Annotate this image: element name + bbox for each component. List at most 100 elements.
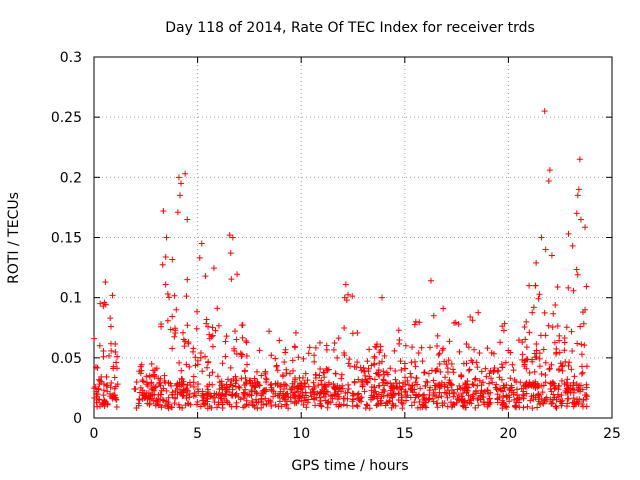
data-point <box>268 402 275 409</box>
data-point <box>222 338 229 345</box>
data-point <box>272 355 279 362</box>
data-point <box>450 366 457 373</box>
data-point <box>531 381 538 388</box>
data-point <box>519 339 526 346</box>
data-point <box>206 372 213 379</box>
data-point <box>156 379 163 386</box>
data-point <box>461 397 468 404</box>
data-point <box>573 210 580 217</box>
data-point <box>267 397 274 404</box>
data-point <box>258 404 265 411</box>
data-point <box>163 234 170 241</box>
data-point <box>167 380 174 387</box>
data-point <box>517 379 524 386</box>
data-point <box>498 376 505 383</box>
data-point <box>316 339 323 346</box>
data-point <box>435 394 442 401</box>
data-point <box>469 381 476 388</box>
data-point <box>533 259 540 266</box>
data-point <box>457 385 464 392</box>
data-point <box>209 343 216 350</box>
data-point <box>157 375 164 382</box>
data-point <box>190 345 197 352</box>
data-point <box>229 386 236 393</box>
data-point <box>548 361 555 368</box>
data-point <box>536 355 543 362</box>
data-point <box>341 350 348 357</box>
data-point <box>173 306 180 313</box>
data-point <box>583 403 590 410</box>
data-point <box>330 346 337 353</box>
data-point <box>578 341 585 348</box>
data-point <box>226 232 233 239</box>
data-point <box>430 398 437 405</box>
data-point <box>459 384 466 391</box>
data-point <box>143 373 150 380</box>
data-point <box>524 403 531 410</box>
data-point <box>428 277 435 284</box>
data-point <box>574 396 581 403</box>
data-point <box>351 378 358 385</box>
data-point <box>110 393 117 400</box>
data-point <box>148 379 155 386</box>
data-point <box>152 366 159 373</box>
data-point <box>239 334 246 341</box>
data-point <box>172 327 179 334</box>
data-point <box>389 400 396 407</box>
data-point <box>368 392 375 399</box>
data-point <box>486 380 493 387</box>
data-point <box>579 369 586 376</box>
data-point <box>565 385 572 392</box>
data-point <box>565 362 572 369</box>
data-point <box>450 369 457 376</box>
data-point <box>478 368 485 375</box>
data-point <box>444 384 451 391</box>
data-point <box>275 403 282 410</box>
data-point <box>254 368 261 375</box>
data-point <box>171 292 178 299</box>
data-point <box>139 395 146 402</box>
data-point <box>486 370 493 377</box>
data-point <box>184 276 191 283</box>
data-point <box>469 359 476 366</box>
data-point <box>231 347 238 354</box>
data-point <box>174 209 181 216</box>
data-point <box>440 305 447 312</box>
data-point <box>535 391 542 398</box>
data-point <box>100 387 107 394</box>
data-point <box>293 385 300 392</box>
data-point <box>366 373 373 380</box>
data-point <box>343 297 350 304</box>
data-point <box>509 361 516 368</box>
data-point <box>272 390 279 397</box>
data-point <box>554 284 561 291</box>
data-point <box>228 276 235 283</box>
data-point <box>190 393 197 400</box>
data-point <box>262 369 269 376</box>
data-point <box>489 379 496 386</box>
data-point <box>112 341 119 348</box>
data-point <box>342 281 349 288</box>
data-point <box>98 373 105 380</box>
data-point <box>165 394 172 401</box>
data-point <box>236 384 243 391</box>
data-point <box>182 170 189 177</box>
data-point <box>251 375 258 382</box>
data-point <box>354 329 361 336</box>
data-point <box>402 374 409 381</box>
data-point <box>183 395 190 402</box>
data-point <box>233 390 240 397</box>
data-point <box>157 396 164 403</box>
data-point <box>92 363 99 370</box>
data-point <box>310 379 317 386</box>
data-point <box>94 391 101 398</box>
data-point <box>553 345 560 352</box>
data-point <box>423 378 430 385</box>
data-point <box>282 346 289 353</box>
data-point <box>179 329 186 336</box>
data-point <box>280 381 287 388</box>
data-point <box>399 405 406 412</box>
data-point <box>194 308 201 315</box>
data-point <box>580 397 587 404</box>
data-point <box>500 327 507 334</box>
